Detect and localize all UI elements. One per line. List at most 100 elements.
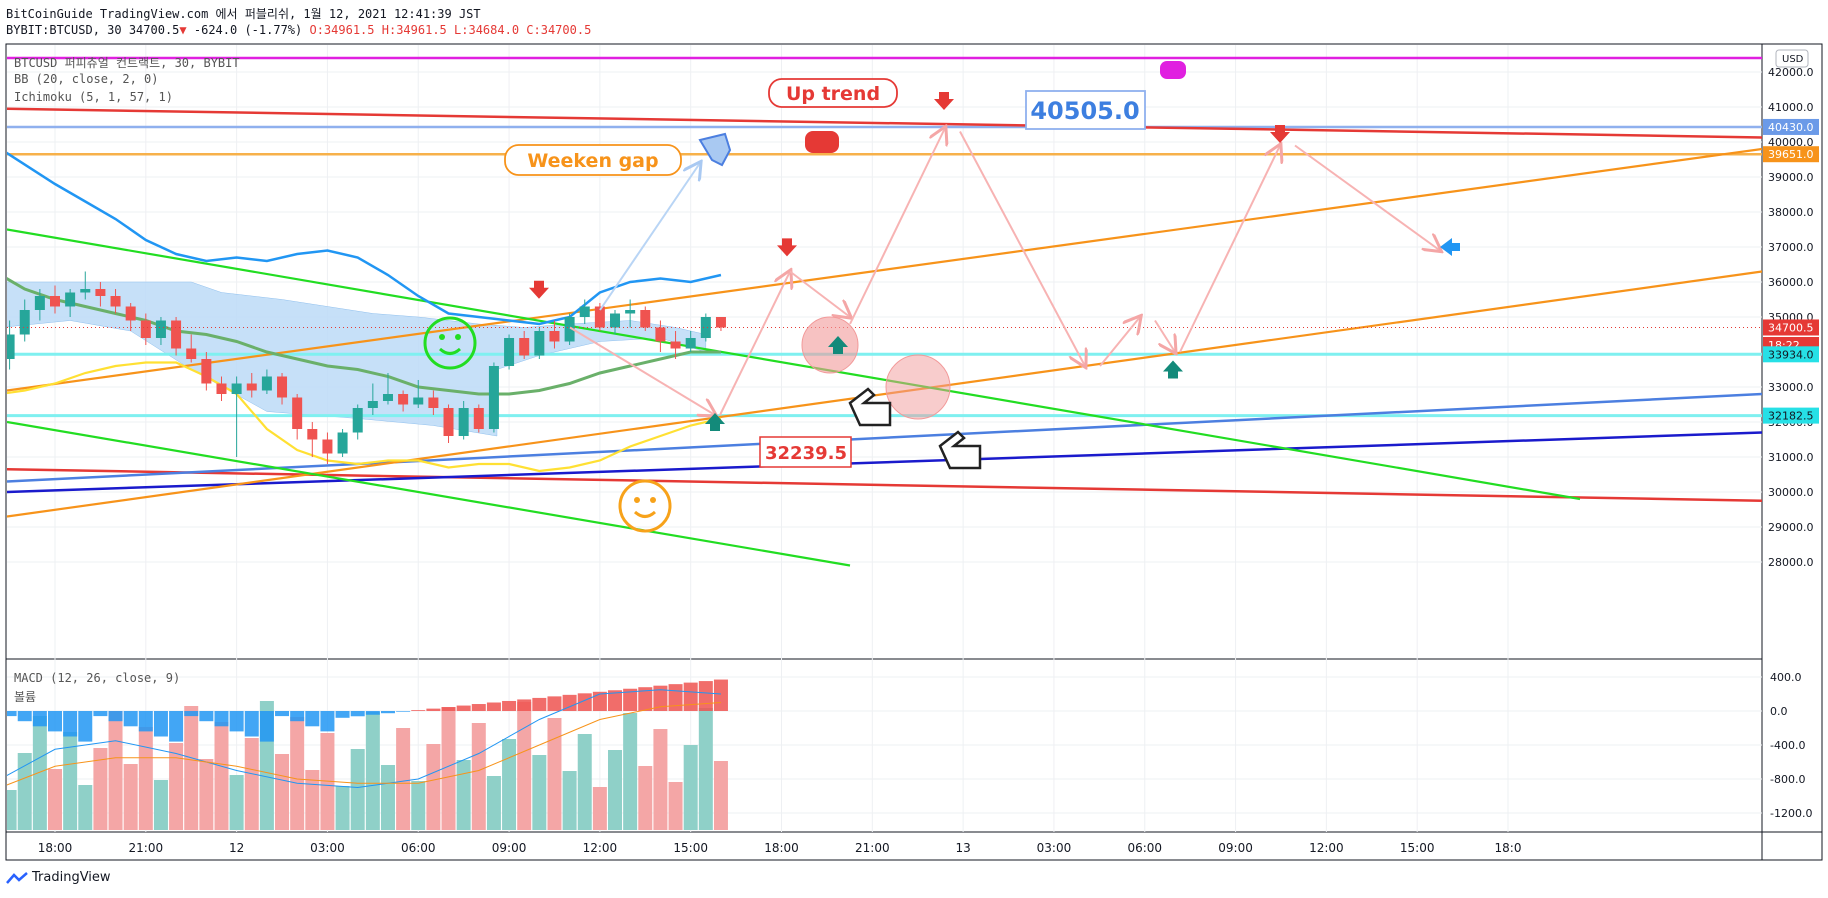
indicator-ichimoku[interactable]: Ichimoku (5, 1, 57, 1): [14, 90, 173, 104]
volume-bar: [623, 713, 638, 830]
symbol-ohlc-line: BYBIT:BTCUSD, 30 34700.5▼ -624.0 (-1.77%…: [6, 23, 591, 37]
volume-bar: [668, 782, 683, 830]
volume-bar: [350, 749, 365, 830]
bb-upper-line: [7, 151, 722, 326]
candle-body: [443, 408, 454, 436]
volume-bar: [577, 734, 592, 830]
price-label-box: [1763, 407, 1819, 424]
red-channel-top: [7, 107, 1762, 139]
weeken-gap-label-box: [504, 144, 682, 176]
highlight-circle: [885, 354, 951, 420]
volume-bar: [683, 745, 698, 830]
volume-bar: [123, 764, 138, 830]
price-label-box: [1763, 146, 1819, 163]
macd-histogram-bar: [32, 711, 47, 727]
candle-body: [125, 306, 136, 321]
chart-frame: [5, 43, 1823, 861]
magenta-cat-icon: [1160, 61, 1186, 79]
volume-bar: [517, 702, 532, 830]
blue-trend-line: [7, 392, 1762, 483]
candle-body: [715, 317, 726, 328]
projection-arrow: [1099, 317, 1140, 367]
macd-line: [7, 689, 721, 789]
currency-badge: [1775, 49, 1809, 68]
volume-bar: [138, 727, 153, 830]
indicator-volume[interactable]: 볼륨: [14, 690, 37, 704]
footer-brand[interactable]: TradingView: [6, 870, 111, 885]
candle-body: [231, 383, 242, 394]
volume-bar: [153, 780, 168, 830]
indicator-macd[interactable]: MACD (12, 26, close, 9): [14, 671, 181, 685]
macd-pane: [7, 676, 1762, 830]
candle-body: [413, 397, 424, 405]
candle-body: [534, 331, 545, 356]
price-tick-label: 30000.0: [1768, 486, 1814, 499]
macd-histogram-bar: [214, 711, 229, 727]
candle-body: [155, 320, 166, 338]
candle-body: [261, 376, 272, 391]
volume-bar: [184, 706, 199, 830]
orange-channel-bottom: [7, 270, 1762, 518]
green-trend-bottom: [7, 420, 851, 567]
macd-histogram-bar: [350, 711, 365, 717]
annotations: Up trend Weeken gap 40505.0 32239.5: [504, 78, 1146, 468]
projection-arrow: [1294, 144, 1440, 251]
macd-tick-label: -1200.0: [1770, 807, 1812, 820]
eye: [650, 497, 656, 503]
macd-histogram-bar: [259, 711, 274, 742]
volume-bar: [365, 712, 380, 830]
indicator-bb[interactable]: BB (20, close, 2, 0): [14, 72, 159, 86]
macd-histogram-bar: [138, 711, 153, 732]
pointing-hand-icon: [848, 387, 892, 427]
volume-bar: [396, 728, 411, 830]
macd-histogram-bar: [199, 711, 214, 722]
macd-tick-label: 0.0: [1770, 705, 1788, 718]
macd-histogram-bar: [668, 684, 683, 711]
price-note-box: [1025, 90, 1146, 130]
volume-bar: [229, 775, 244, 830]
symbol-label: BYBIT:BTCUSD, 30: [6, 23, 122, 37]
macd-histogram-bar: [244, 711, 259, 737]
candle-body: [50, 296, 60, 307]
macd-histogram-bar: [698, 681, 713, 711]
macd-histogram-bar: [396, 711, 411, 712]
price-tick-label: 39000.0: [1768, 171, 1814, 184]
down-arrow-icon: ▼: [179, 23, 187, 37]
red-cat-icon: [805, 131, 839, 153]
price-label: 40430.0: [1768, 121, 1814, 134]
markers: [423, 61, 1460, 533]
volume-bar: [290, 717, 305, 830]
volume-bar: [48, 769, 62, 830]
indicator-main[interactable]: BTCUSD 퍼피츄얼 컨트랙트, 30, BYBIT: [14, 56, 240, 70]
time-tick-label: 21:00: [855, 841, 890, 855]
candle-body: [65, 292, 76, 307]
signal-line: [7, 702, 721, 786]
volume-bar: [653, 729, 668, 830]
time-tick-label: 15:00: [1400, 841, 1435, 855]
projection-arrow: [959, 131, 1085, 367]
navy-trend-line: [7, 431, 1762, 494]
candle-body: [171, 320, 182, 349]
candle-body: [307, 429, 318, 440]
projection-arrows: [569, 128, 1440, 420]
time-tick-label: 13: [955, 841, 970, 855]
price-label-box: [1763, 118, 1819, 135]
price-note-40505: 40505.0: [1030, 97, 1139, 125]
price-tick-label: 41000.0: [1768, 101, 1814, 114]
macd-histogram-bar: [608, 690, 623, 711]
candle-body: [519, 338, 530, 356]
candle-body: [549, 331, 560, 342]
time-tick-label: 18:00: [764, 841, 799, 855]
weeken-gap-label: Weeken gap: [527, 150, 658, 172]
macd-histogram-bar: [653, 685, 668, 711]
macd-histogram-bar: [365, 711, 380, 715]
time-tick-label: 03:00: [1037, 841, 1072, 855]
time-tick-label: 06:00: [401, 841, 436, 855]
price-tick-label: 33000.0: [1768, 381, 1814, 394]
time-tick-label: 09:00: [1218, 841, 1253, 855]
mouth: [633, 510, 657, 518]
volume-bar: [441, 707, 456, 830]
macd-histogram-bar: [184, 711, 199, 717]
macd-histogram-bar: [683, 682, 698, 711]
